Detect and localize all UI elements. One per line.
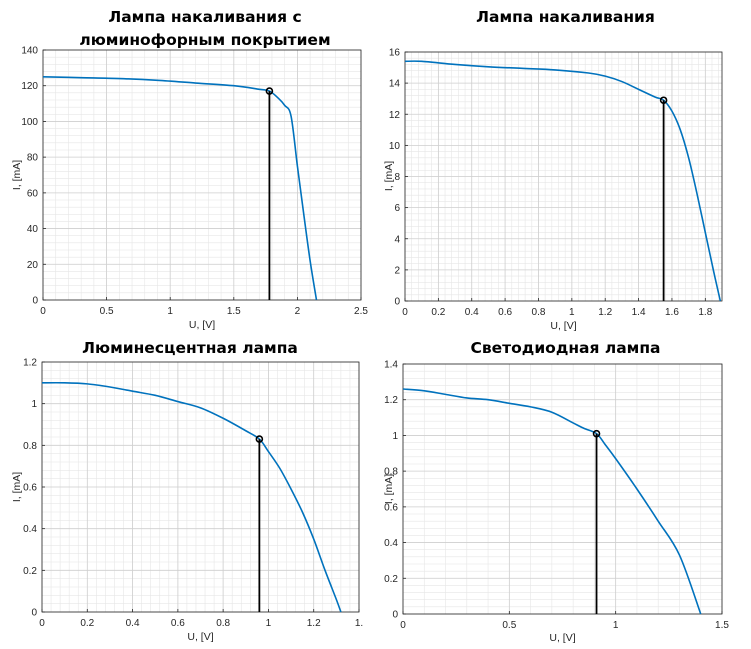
- marker-point: [659, 96, 668, 105]
- chart-title-4: Светодиодная лампа: [470, 339, 661, 357]
- axes-box: [42, 49, 362, 301]
- chart-title-3: Люминесцентная лампа: [82, 339, 298, 357]
- series-line: [404, 60, 722, 302]
- series-line: [402, 388, 702, 615]
- x-tick-label: 0.5: [100, 306, 114, 317]
- y-tick-label: 0: [392, 610, 398, 621]
- y-tick-label: 8: [394, 172, 400, 183]
- chart-panel-3: Люминесцентная лампа 0 0.2 0.4 0.6 0.8 1 1.2 1.…: [0, 330, 380, 649]
- y-tick-label: 0: [31, 608, 37, 619]
- y-tick-label: 1.2: [384, 395, 398, 406]
- chart-4: 0 0.5 1 1.5 0 0.2 0.4 0.6 0.8 1 1.2 1.4 U, [V] I, [mA…: [383, 360, 729, 645]
- x-axis-label: U, [V]: [187, 631, 213, 643]
- chart-2: 0 0.2 0.4 0.6 0.8 1 1.2 1.4 1.6 1.8 0 2 4 6 8 10 12 14 16 U…: [383, 48, 723, 332]
- chart-title-2: Лампа накаливания: [476, 8, 655, 26]
- x-tick-label: 0: [402, 307, 408, 318]
- x-axis-label: U, [V]: [549, 632, 575, 644]
- x-tick-label: 0: [40, 306, 46, 317]
- x-tick-label: 0: [400, 620, 406, 631]
- marker-point: [255, 435, 264, 443]
- chart-title-1: Лампа накаливания с люминофорным покрыти…: [79, 8, 331, 49]
- y-tick-label: 2: [394, 265, 400, 276]
- y-tick-label: 12: [389, 110, 401, 121]
- y-tick-label: 0.6: [384, 502, 398, 513]
- series-line: [41, 381, 342, 613]
- major-grid: [404, 51, 722, 302]
- x-tick-label: 0.6: [171, 618, 185, 629]
- x-tick-label: 1.6: [665, 307, 679, 318]
- y-tick-label: 0.6: [23, 483, 37, 494]
- y-tick-label: 6: [394, 203, 400, 214]
- y-tick-label: 20: [27, 260, 39, 271]
- marker-point: [265, 87, 274, 95]
- y-tick-label: 0.8: [384, 467, 398, 478]
- x-tick-label: 0.2: [80, 618, 94, 629]
- y-tick-label: 1: [31, 399, 37, 410]
- series-line: [42, 75, 318, 301]
- y-tick-label: 1.4: [384, 360, 398, 371]
- x-tick-label: 0: [39, 618, 45, 629]
- x-tick-label: 1.2: [598, 307, 612, 318]
- x-tick-label: 1: [266, 618, 272, 629]
- y-tick-label: 1.2: [23, 358, 37, 369]
- chart-panel-4: Светодиодная лампа 0 0.5 1 1.5 0 0.2 0.4 0.6 0.8…: [380, 330, 751, 649]
- y-tick-label: 0.8: [23, 441, 37, 452]
- y-tick-label: 4: [394, 234, 400, 245]
- x-tick-label: 1.5: [715, 620, 729, 631]
- y-tick-label: 0.4: [384, 538, 398, 549]
- y-tick-label: 14: [389, 79, 401, 90]
- x-tick-label: 1.4: [632, 307, 646, 318]
- x-tick-label: 1.2: [307, 618, 321, 629]
- y-axis-label: I, [mA]: [383, 474, 395, 504]
- x-axis-label: U, [V]: [550, 320, 576, 332]
- plot-area: [43, 50, 361, 300]
- x-tick-label: 1: [569, 307, 575, 318]
- x-axis-label: U, [V]: [189, 319, 215, 331]
- x-tick-label: 1.5: [227, 306, 241, 317]
- y-axis-label: I, [mA]: [11, 160, 23, 190]
- y-tick-label: 0: [394, 297, 400, 308]
- x-tick-label: 0.2: [431, 307, 445, 318]
- plot-area: [403, 364, 722, 614]
- y-tick-label: 100: [21, 117, 38, 128]
- chart-3: 0 0.2 0.4 0.6 0.8 1 1.2 1. 0 0.2 0.4 0.6 0.8 1 1.2 U, […: [11, 358, 363, 644]
- x-tick-label: 1: [613, 620, 619, 631]
- chart-panel-1: Лампа накаливания с люминофорным покрыти…: [0, 0, 380, 340]
- y-tick-label: 0: [32, 296, 38, 307]
- x-tick-label: 0.6: [498, 307, 512, 318]
- y-tick-label: 16: [389, 48, 401, 59]
- x-tick-label: 2: [295, 306, 301, 317]
- y-tick-label: 0.2: [384, 574, 398, 585]
- x-tick-label: 0.5: [502, 620, 516, 631]
- y-tick-label: 80: [27, 153, 39, 164]
- y-tick-label: 1: [392, 431, 398, 442]
- y-axis-label: I, [mA]: [383, 161, 395, 191]
- y-tick-label: 120: [21, 81, 38, 92]
- y-tick-label: 140: [21, 46, 38, 57]
- y-tick-label: 60: [27, 188, 39, 199]
- x-tick-label: 0.4: [126, 618, 140, 629]
- x-tick-label: 0.8: [532, 307, 546, 318]
- x-tick-label: 1.8: [698, 307, 712, 318]
- marker-point: [592, 429, 601, 438]
- y-tick-label: 40: [27, 224, 39, 235]
- axes-box: [402, 363, 723, 615]
- y-tick-label: 10: [389, 141, 401, 152]
- x-tick-label: 0.8: [216, 618, 230, 629]
- chart-panel-2: Лампа накаливания 0 0.2 0.4 0.6 0.8 1 1.2 1.4 1.…: [380, 0, 751, 340]
- x-tick-label: 2.5: [354, 306, 368, 317]
- x-tick-label: 1.: [355, 618, 363, 629]
- y-tick-label: 0.2: [23, 566, 37, 577]
- y-axis-label: I, [mA]: [11, 472, 23, 502]
- x-tick-label: 0.4: [465, 307, 479, 318]
- chart-1: 0 0.5 1 1.5 2 2.5 0 20 40 60 80 100 120 140 U, [V] I, […: [11, 46, 368, 332]
- y-tick-label: 0.4: [23, 524, 37, 535]
- x-tick-label: 1: [167, 306, 173, 317]
